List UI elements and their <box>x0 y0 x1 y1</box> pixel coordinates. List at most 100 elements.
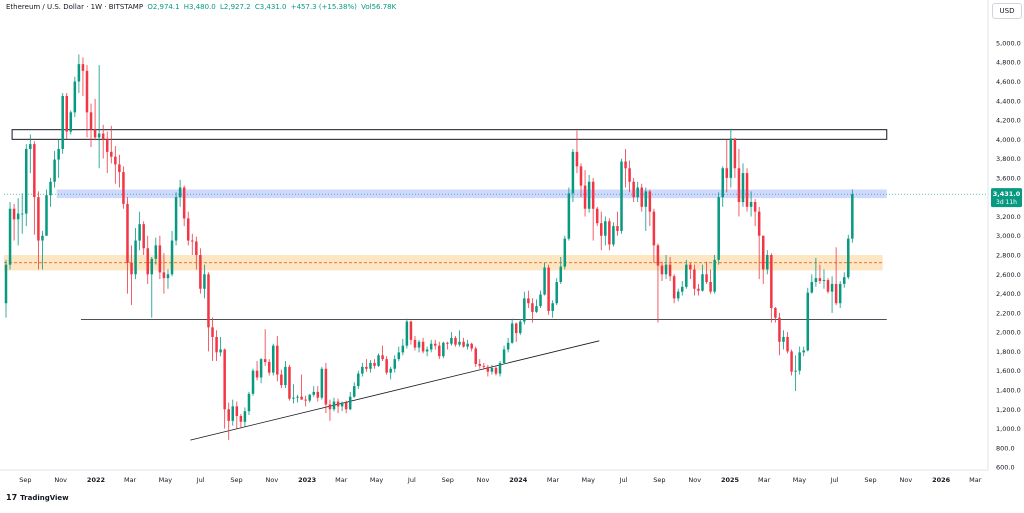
tradingview-logo-icon: 17 <box>6 493 18 502</box>
time-tick-label: Nov <box>265 476 278 484</box>
time-axis[interactable]: Sep Nov 2022 Mar May Jul Sep Nov 2023 Mar May Jul Se… <box>19 476 981 484</box>
candle-body <box>672 276 676 299</box>
tradingview-logo[interactable]: 17 TradingView <box>6 493 69 502</box>
candle-body <box>680 286 684 292</box>
time-tick-label: Jul <box>407 476 416 484</box>
candle-body <box>519 321 522 334</box>
candle-body <box>397 352 401 360</box>
candle-body <box>547 267 550 311</box>
candle-body <box>146 248 149 275</box>
candle-body <box>693 269 696 289</box>
symbol-title[interactable]: Ethereum / U.S. Dollar · 1W · BITSTAMP <box>6 3 144 11</box>
candle-body <box>207 274 210 328</box>
candle-body <box>280 374 283 386</box>
candle-body <box>231 406 235 421</box>
candle-body <box>223 349 226 410</box>
candle-body <box>158 245 162 273</box>
candle-body <box>344 402 348 410</box>
ohlc-change: +457.3 (+15.38%) <box>290 3 357 11</box>
candle-body <box>300 396 303 400</box>
candle-body <box>632 181 635 198</box>
candle-body <box>365 366 368 369</box>
candle-body <box>551 303 554 311</box>
candle-body <box>166 274 170 279</box>
candle-body <box>332 401 336 410</box>
candle-body <box>170 240 174 275</box>
currency-button[interactable]: USD <box>992 3 1022 19</box>
last-price-badge <box>991 188 1022 208</box>
ohlc-low: L2,927.2 <box>220 3 251 11</box>
candle-body <box>830 283 834 292</box>
trendline <box>190 340 600 441</box>
candle-body <box>737 168 741 202</box>
candle-body <box>267 362 271 373</box>
candle-body <box>478 363 482 366</box>
candle-body <box>644 191 648 207</box>
candle-body <box>24 148 28 214</box>
candle-body <box>417 341 421 348</box>
candle-body <box>782 336 785 342</box>
candle-body <box>766 255 769 270</box>
candle-body <box>61 95 64 149</box>
candle-body <box>77 64 81 82</box>
price-tick-label: 1,200.0 <box>996 406 1021 414</box>
candle-body <box>8 208 12 265</box>
candle-body <box>490 367 494 372</box>
candle-body <box>174 197 178 241</box>
price-tick-label: 2,200.0 <box>996 309 1021 317</box>
candle-body <box>421 341 425 352</box>
candle-body <box>255 370 259 378</box>
candle-body <box>713 259 716 292</box>
candle-body <box>794 370 797 372</box>
candle-body <box>806 292 810 351</box>
candle-body <box>608 221 611 245</box>
candle-body <box>689 264 692 270</box>
candle-body <box>616 226 619 231</box>
candle-body <box>211 327 214 337</box>
candle-body <box>600 223 603 236</box>
price-tick-label: 3,200.0 <box>996 213 1021 221</box>
candle-body <box>786 336 789 352</box>
ohlc-close: C3,431.0 <box>254 3 287 11</box>
time-tick-label: 2023 <box>298 476 316 484</box>
candle-body <box>454 337 457 345</box>
candle-body <box>539 294 542 307</box>
time-tick-label: Mar <box>124 476 137 484</box>
price-tick-label: 1,600.0 <box>996 367 1021 375</box>
time-tick-label: 2025 <box>721 476 740 484</box>
candle-body <box>215 336 218 353</box>
candle-body <box>186 218 190 241</box>
candle-body <box>357 373 360 387</box>
candle-body <box>199 255 202 289</box>
price-tick-label: 3,600.0 <box>996 174 1021 182</box>
candle-body <box>438 345 441 357</box>
candle-body <box>377 355 380 366</box>
candle-body <box>595 208 599 224</box>
candle-body <box>110 151 113 157</box>
candle-body <box>81 64 85 71</box>
candle-body <box>502 349 506 363</box>
candle-body <box>612 226 615 245</box>
candle-body <box>389 368 392 373</box>
price-axis[interactable]: 600.0 800.0 1,000.0 1,200.0 1,400.0 1,600.0 1,… <box>996 39 1021 471</box>
candle-body <box>89 112 93 130</box>
candle-body <box>49 181 52 196</box>
candle-body <box>838 283 842 304</box>
price-tick-label: 4,400.0 <box>996 97 1021 105</box>
candle-body <box>514 323 518 334</box>
candle-body <box>685 264 688 287</box>
candle-body <box>276 345 279 375</box>
candle-body <box>701 274 704 291</box>
price-tick-label: 800.0 <box>996 444 1015 452</box>
candle-body <box>640 187 644 207</box>
tradingview-wordmark: TradingView <box>20 494 69 502</box>
candle-body <box>272 345 275 373</box>
candle-body <box>122 172 125 204</box>
candle-body <box>583 185 587 209</box>
candle-body <box>154 245 158 259</box>
candle-body <box>575 151 579 167</box>
candle-body <box>753 201 757 212</box>
price-tick-label: 4,600.0 <box>996 78 1021 86</box>
